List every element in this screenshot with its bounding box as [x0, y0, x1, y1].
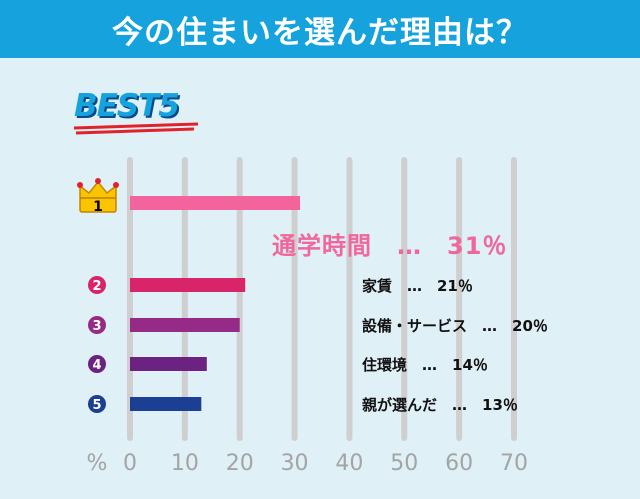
- annotation-environment: 住環境 … 14％: [362, 356, 488, 374]
- x-tick-label: 40: [335, 451, 363, 476]
- x-tick-label: 50: [390, 451, 418, 476]
- rank-4-icon: 4: [88, 355, 106, 373]
- title-bar: 今の住まいを選んだ理由は？: [0, 0, 640, 58]
- x-tick-label: 70: [500, 451, 528, 476]
- x-tick-label: 60: [445, 451, 473, 476]
- x-axis-unit-label: %: [87, 451, 108, 476]
- best5-badge: BEST5: [74, 88, 180, 124]
- bar-2: [130, 278, 246, 292]
- bar-3: [130, 318, 240, 332]
- x-tick-label: 0: [123, 451, 137, 476]
- bar-4: [130, 357, 207, 371]
- x-tick-label: 10: [171, 451, 199, 476]
- svg-text:1: 1: [93, 199, 103, 215]
- annotation-commute: 通学時間 … 31％: [272, 232, 508, 260]
- crown-rank-1-icon: 1: [77, 178, 119, 215]
- bar-5: [130, 397, 202, 411]
- annotation-rent: 家賃 … 21％: [362, 277, 473, 295]
- svg-text:5: 5: [92, 398, 101, 413]
- svg-text:3: 3: [92, 319, 101, 334]
- x-tick-label: 30: [281, 451, 309, 476]
- best5-underline: [73, 122, 199, 135]
- svg-text:2: 2: [92, 279, 101, 294]
- chart-title: 今の住まいを選んだ理由は？: [112, 14, 528, 51]
- rank-5-icon: 5: [88, 395, 106, 413]
- x-tick-label: 20: [226, 451, 254, 476]
- annotation-parents: 親が選んだ … 13％: [362, 396, 518, 414]
- svg-text:4: 4: [92, 358, 101, 373]
- annotation-facilities: 設備・サービス … 20％: [362, 317, 548, 335]
- rank-3-icon: 3: [88, 316, 106, 334]
- bar-1: [130, 196, 301, 210]
- rank-2-icon: 2: [88, 276, 106, 294]
